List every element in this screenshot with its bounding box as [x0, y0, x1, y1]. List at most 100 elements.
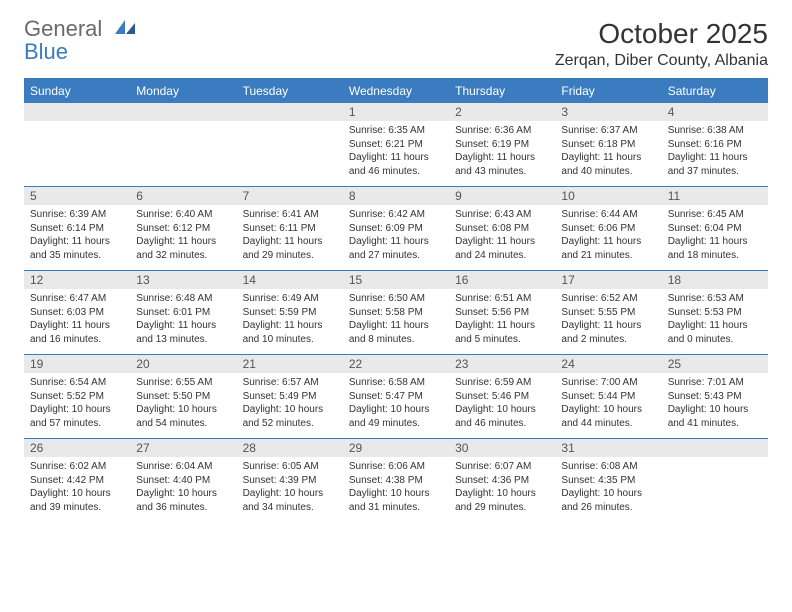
sunrise-text: Sunrise: 6:45 AM	[668, 208, 762, 222]
sunset-text: Sunset: 6:01 PM	[136, 306, 230, 320]
weekday-header: Monday	[130, 80, 236, 102]
day-cell: Sunrise: 6:57 AMSunset: 5:49 PMDaylight:…	[237, 373, 343, 438]
day-cell: Sunrise: 6:51 AMSunset: 5:56 PMDaylight:…	[449, 289, 555, 354]
weekday-header-row: SundayMondayTuesdayWednesdayThursdayFrid…	[24, 80, 768, 102]
sunset-text: Sunset: 6:14 PM	[30, 222, 124, 236]
sunset-text: Sunset: 6:12 PM	[136, 222, 230, 236]
day-number: 8	[343, 187, 449, 205]
day1-text: Daylight: 10 hours	[30, 487, 124, 501]
sunset-text: Sunset: 5:50 PM	[136, 390, 230, 404]
sunrise-text: Sunrise: 6:43 AM	[455, 208, 549, 222]
sunset-text: Sunset: 5:56 PM	[455, 306, 549, 320]
day2-text: and 10 minutes.	[243, 333, 337, 347]
day2-text: and 31 minutes.	[349, 501, 443, 515]
day2-text: and 54 minutes.	[136, 417, 230, 431]
sunrise-text: Sunrise: 6:07 AM	[455, 460, 549, 474]
day2-text: and 39 minutes.	[30, 501, 124, 515]
day2-text: and 46 minutes.	[349, 165, 443, 179]
sunset-text: Sunset: 6:09 PM	[349, 222, 443, 236]
day1-text: Daylight: 11 hours	[243, 319, 337, 333]
sunset-text: Sunset: 4:39 PM	[243, 474, 337, 488]
day1-text: Daylight: 10 hours	[243, 403, 337, 417]
sunset-text: Sunset: 5:43 PM	[668, 390, 762, 404]
day-number: 29	[343, 439, 449, 457]
sunrise-text: Sunrise: 6:05 AM	[243, 460, 337, 474]
day-cell: Sunrise: 6:52 AMSunset: 5:55 PMDaylight:…	[555, 289, 661, 354]
day-cell: Sunrise: 6:35 AMSunset: 6:21 PMDaylight:…	[343, 121, 449, 186]
sunrise-text: Sunrise: 6:44 AM	[561, 208, 655, 222]
day1-text: Daylight: 11 hours	[30, 235, 124, 249]
day-number: 30	[449, 439, 555, 457]
day-number-row: 262728293031	[24, 438, 768, 457]
day-cell: Sunrise: 6:50 AMSunset: 5:58 PMDaylight:…	[343, 289, 449, 354]
day-cell: Sunrise: 6:42 AMSunset: 6:09 PMDaylight:…	[343, 205, 449, 270]
day-number: 17	[555, 271, 661, 289]
sunset-text: Sunset: 5:53 PM	[668, 306, 762, 320]
day-number: 20	[130, 355, 236, 373]
day1-text: Daylight: 11 hours	[455, 319, 549, 333]
day-number	[130, 103, 236, 121]
day-cell: Sunrise: 6:59 AMSunset: 5:46 PMDaylight:…	[449, 373, 555, 438]
sunrise-text: Sunrise: 6:49 AM	[243, 292, 337, 306]
day1-text: Daylight: 11 hours	[668, 151, 762, 165]
day-number: 23	[449, 355, 555, 373]
day-number: 2	[449, 103, 555, 121]
day-content-row: Sunrise: 6:47 AMSunset: 6:03 PMDaylight:…	[24, 289, 768, 354]
day1-text: Daylight: 10 hours	[349, 403, 443, 417]
day1-text: Daylight: 10 hours	[455, 487, 549, 501]
day-number: 21	[237, 355, 343, 373]
day-cell: Sunrise: 7:00 AMSunset: 5:44 PMDaylight:…	[555, 373, 661, 438]
sunset-text: Sunset: 5:44 PM	[561, 390, 655, 404]
day-number: 5	[24, 187, 130, 205]
day-cell: Sunrise: 6:47 AMSunset: 6:03 PMDaylight:…	[24, 289, 130, 354]
sunrise-text: Sunrise: 6:02 AM	[30, 460, 124, 474]
day-cell: Sunrise: 6:37 AMSunset: 6:18 PMDaylight:…	[555, 121, 661, 186]
day-cell: Sunrise: 6:45 AMSunset: 6:04 PMDaylight:…	[662, 205, 768, 270]
day-cell: Sunrise: 6:48 AMSunset: 6:01 PMDaylight:…	[130, 289, 236, 354]
day-cell: Sunrise: 6:08 AMSunset: 4:35 PMDaylight:…	[555, 457, 661, 522]
day2-text: and 16 minutes.	[30, 333, 124, 347]
day1-text: Daylight: 11 hours	[561, 151, 655, 165]
day2-text: and 46 minutes.	[455, 417, 549, 431]
day2-text: and 0 minutes.	[668, 333, 762, 347]
day-cell: Sunrise: 6:40 AMSunset: 6:12 PMDaylight:…	[130, 205, 236, 270]
day-number-row: 19202122232425	[24, 354, 768, 373]
sunrise-text: Sunrise: 6:04 AM	[136, 460, 230, 474]
day-number: 26	[24, 439, 130, 457]
sunrise-text: Sunrise: 6:54 AM	[30, 376, 124, 390]
month-title: October 2025	[555, 18, 768, 50]
sunset-text: Sunset: 5:59 PM	[243, 306, 337, 320]
day1-text: Daylight: 11 hours	[668, 235, 762, 249]
day2-text: and 8 minutes.	[349, 333, 443, 347]
day1-text: Daylight: 11 hours	[349, 319, 443, 333]
day-cell: Sunrise: 6:54 AMSunset: 5:52 PMDaylight:…	[24, 373, 130, 438]
day2-text: and 40 minutes.	[561, 165, 655, 179]
day2-text: and 52 minutes.	[243, 417, 337, 431]
weekday-header: Friday	[555, 80, 661, 102]
day-number: 16	[449, 271, 555, 289]
day2-text: and 44 minutes.	[561, 417, 655, 431]
sunrise-text: Sunrise: 6:47 AM	[30, 292, 124, 306]
day-cell	[662, 457, 768, 522]
day1-text: Daylight: 11 hours	[561, 319, 655, 333]
sunrise-text: Sunrise: 6:38 AM	[668, 124, 762, 138]
day2-text: and 36 minutes.	[136, 501, 230, 515]
day-number: 10	[555, 187, 661, 205]
day-cell: Sunrise: 6:38 AMSunset: 6:16 PMDaylight:…	[662, 121, 768, 186]
sunset-text: Sunset: 6:04 PM	[668, 222, 762, 236]
sunrise-text: Sunrise: 6:52 AM	[561, 292, 655, 306]
logo-word-blue: Blue	[24, 39, 68, 64]
day2-text: and 24 minutes.	[455, 249, 549, 263]
day-number-row: 1234	[24, 102, 768, 121]
day-number: 24	[555, 355, 661, 373]
page-header: General Blue October 2025 Zerqan, Diber …	[24, 18, 768, 70]
day-number: 22	[343, 355, 449, 373]
logo-word-general: General	[24, 16, 102, 41]
day-cell: Sunrise: 6:36 AMSunset: 6:19 PMDaylight:…	[449, 121, 555, 186]
day-cell	[130, 121, 236, 186]
day-cell: Sunrise: 6:39 AMSunset: 6:14 PMDaylight:…	[24, 205, 130, 270]
day-number	[24, 103, 130, 121]
day-number: 11	[662, 187, 768, 205]
day1-text: Daylight: 11 hours	[136, 235, 230, 249]
day-number: 1	[343, 103, 449, 121]
